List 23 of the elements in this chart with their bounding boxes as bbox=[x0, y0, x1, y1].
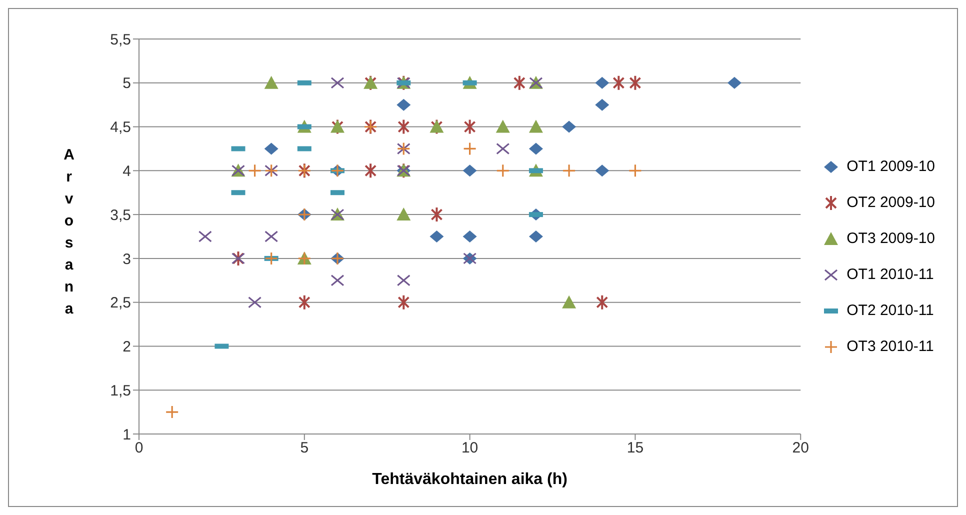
y-tick-label: 2 bbox=[122, 338, 131, 356]
x-tick-label: 0 bbox=[134, 440, 144, 457]
x-axis-title: Tehtäväkohtainen aika (h) bbox=[372, 471, 568, 488]
y-tick-label: 1 bbox=[122, 426, 131, 444]
y-tick-label: 4,5 bbox=[110, 119, 131, 136]
legend-label: OT1 2010-11 bbox=[846, 266, 934, 283]
x-tick-label: 15 bbox=[626, 440, 644, 457]
legend-label: OT2 2010-11 bbox=[846, 302, 934, 319]
x-tick-label: 10 bbox=[461, 440, 478, 457]
y-axis-title: Arvosana bbox=[64, 146, 75, 318]
y-tick-label: 5,5 bbox=[110, 31, 131, 48]
legend-label: OT2 2009-10 bbox=[846, 194, 935, 211]
legend-label: OT1 2009-10 bbox=[846, 158, 935, 175]
y-tick-label: 1,5 bbox=[110, 382, 131, 400]
y-tick-label: 3 bbox=[122, 250, 131, 268]
legend-label: OT3 2010-11 bbox=[846, 338, 934, 355]
y-tick-label: 5 bbox=[122, 75, 131, 92]
y-tick-label: 4 bbox=[122, 162, 131, 180]
y-tick-label: 2,5 bbox=[110, 294, 131, 312]
x-tick-label: 5 bbox=[300, 440, 309, 457]
legend-label: OT3 2009-10 bbox=[846, 230, 935, 247]
y-tick-label: 3,5 bbox=[110, 206, 131, 224]
x-tick-label: 20 bbox=[792, 440, 809, 457]
